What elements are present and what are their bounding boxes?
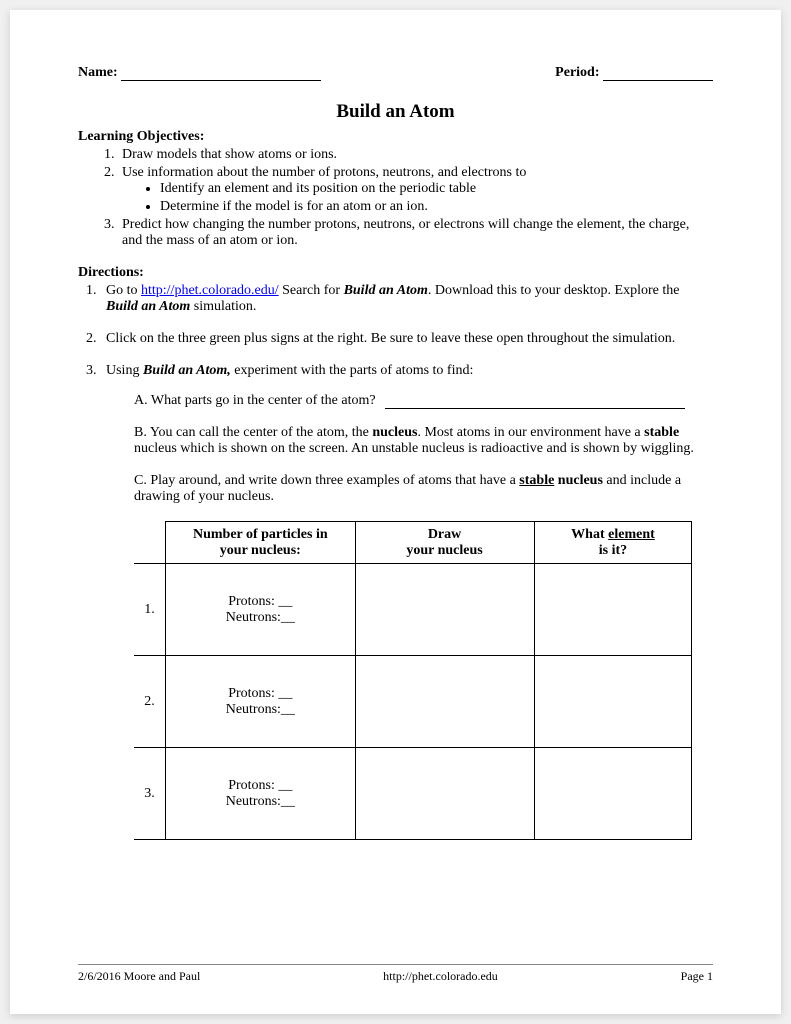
header-text: your nucleus	[406, 543, 482, 558]
header-blank	[134, 522, 166, 564]
name-blank[interactable]	[121, 67, 321, 81]
objective-text: Use information about the number of prot…	[122, 165, 526, 180]
text: . Download this to your desktop. Explore…	[428, 283, 680, 298]
element-cell[interactable]	[534, 748, 692, 840]
particles-cell[interactable]: Protons: __ Neutrons:__	[166, 564, 355, 656]
term-nucleus: nucleus	[372, 425, 417, 440]
element-cell[interactable]	[534, 564, 692, 656]
sim-name: Build an Atom	[106, 299, 190, 314]
phet-link[interactable]: http://phet.colorado.edu/	[141, 283, 279, 298]
direction-sublist: A. What parts go in the center of the at…	[106, 393, 713, 505]
neutrons-line: Neutrons:__	[226, 794, 295, 809]
header-row: Name: Period:	[78, 65, 713, 81]
table-row: 3. Protons: __ Neutrons:__	[134, 748, 692, 840]
col-particles: Number of particles in your nucleus:	[166, 522, 355, 564]
col-element: What element is it?	[534, 522, 692, 564]
element-cell[interactable]	[534, 656, 692, 748]
sub-label: C.	[134, 473, 147, 488]
objectives-heading: Learning Objectives:	[78, 129, 713, 145]
sim-name: Build an Atom	[344, 283, 428, 298]
header-text: Draw	[428, 527, 461, 542]
neutrons-line: Neutrons:__	[226, 610, 295, 625]
nucleus-table: Number of particles in your nucleus: Dra…	[134, 521, 692, 840]
objective-item: Predict how changing the number protons,…	[118, 217, 713, 249]
answer-blank[interactable]	[385, 395, 685, 409]
worksheet-page: Name: Period: Build an Atom Learning Obj…	[10, 10, 781, 1014]
text: nucleus which is shown on the screen. An…	[134, 441, 694, 456]
row-number: 2.	[134, 656, 166, 748]
text: simulation.	[190, 299, 256, 314]
term-nucleus: nucleus	[554, 473, 603, 488]
objectives-list: Draw models that show atoms or ions. Use…	[78, 147, 713, 251]
name-label: Name:	[78, 65, 118, 80]
directions-heading: Directions:	[78, 265, 713, 281]
objective-subitem: Determine if the model is for an atom or…	[160, 199, 713, 215]
row-number: 1.	[134, 564, 166, 656]
footer-right: Page 1	[681, 969, 713, 984]
header-text: your nucleus:	[220, 543, 301, 558]
objective-item: Draw models that show atoms or ions.	[118, 147, 713, 163]
direction-item: Using Build an Atom, experiment with the…	[100, 363, 713, 840]
footer-left: 2/6/2016 Moore and Paul	[78, 969, 200, 984]
direction-item: Go to http://phet.colorado.edu/ Search f…	[100, 283, 713, 315]
page-title: Build an Atom	[78, 101, 713, 123]
neutrons-line: Neutrons:__	[226, 702, 295, 717]
protons-line: Protons: __	[228, 686, 292, 701]
question-text: What parts go in the center of the atom?	[151, 393, 376, 408]
sub-label: B.	[134, 425, 147, 440]
text: Go to	[106, 283, 141, 298]
col-draw: Draw your nucleus	[355, 522, 534, 564]
text: Play around, and write down three exampl…	[150, 473, 519, 488]
protons-line: Protons: __	[228, 594, 292, 609]
period-label: Period:	[555, 65, 599, 80]
period-blank[interactable]	[603, 67, 713, 81]
particles-cell[interactable]: Protons: __ Neutrons:__	[166, 656, 355, 748]
term-stable: stable	[644, 425, 679, 440]
table-row: 1. Protons: __ Neutrons:__	[134, 564, 692, 656]
direction-subitem: C. Play around, and write down three exa…	[134, 473, 713, 505]
direction-subitem: A. What parts go in the center of the at…	[134, 393, 713, 409]
objective-item: Use information about the number of prot…	[118, 165, 713, 215]
table-row: 2. Protons: __ Neutrons:__	[134, 656, 692, 748]
direction-item: Click on the three green plus signs at t…	[100, 331, 713, 347]
objective-sublist: Identify an element and its position on …	[122, 181, 713, 215]
objective-subitem: Identify an element and its position on …	[160, 181, 713, 197]
particles-cell[interactable]: Protons: __ Neutrons:__	[166, 748, 355, 840]
header-text: Number of particles in	[193, 527, 328, 542]
footer-center: http://phet.colorado.edu	[383, 969, 498, 984]
text: Using	[106, 363, 143, 378]
protons-line: Protons: __	[228, 778, 292, 793]
header-text: is it?	[599, 543, 627, 558]
text: . Most atoms in our environment have a	[417, 425, 644, 440]
text: experiment with the parts of atoms to fi…	[231, 363, 474, 378]
text: Search for	[279, 283, 344, 298]
sim-name: Build an Atom,	[143, 363, 231, 378]
draw-cell[interactable]	[355, 656, 534, 748]
header-text: What	[571, 527, 608, 542]
page-footer: 2/6/2016 Moore and Paul http://phet.colo…	[78, 964, 713, 984]
draw-cell[interactable]	[355, 564, 534, 656]
period-field[interactable]: Period:	[555, 65, 713, 81]
header-text: element	[608, 527, 655, 542]
row-number: 3.	[134, 748, 166, 840]
table-header-row: Number of particles in your nucleus: Dra…	[134, 522, 692, 564]
name-field[interactable]: Name:	[78, 65, 321, 81]
draw-cell[interactable]	[355, 748, 534, 840]
directions-list: Go to http://phet.colorado.edu/ Search f…	[78, 283, 713, 856]
direction-subitem: B. You can call the center of the atom, …	[134, 425, 713, 457]
sub-label: A.	[134, 393, 148, 408]
term-stable: stable	[519, 473, 554, 488]
text: You can call the center of the atom, the	[150, 425, 373, 440]
